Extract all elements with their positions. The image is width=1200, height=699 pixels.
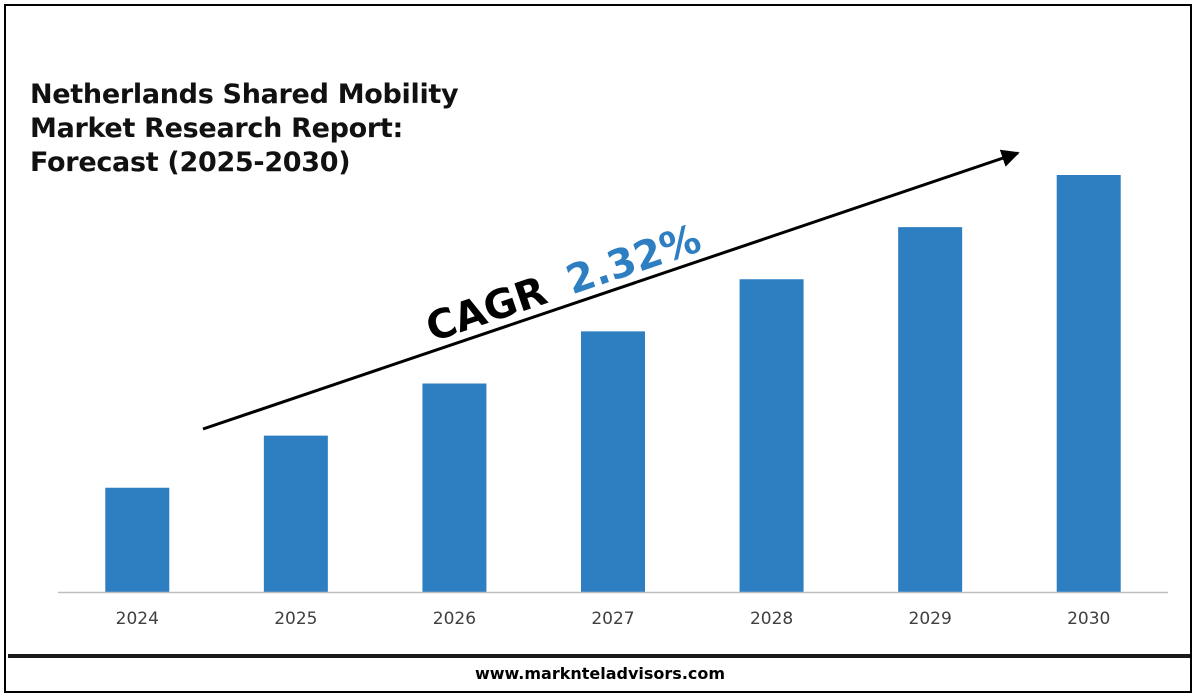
trend-arrow <box>202 149 1020 431</box>
bar-2025 <box>263 435 328 592</box>
x-tick-label-2030: 2030 <box>1067 609 1110 629</box>
bar-2027 <box>581 331 645 592</box>
footer-url: www.marknteladvisors.com <box>474 664 726 683</box>
bars-group <box>105 175 1121 592</box>
bar-2030 <box>1056 175 1121 592</box>
x-tick-label-2026: 2026 <box>433 609 476 629</box>
chart-title: Netherlands Shared Mobility Market Resea… <box>30 79 459 178</box>
bar-2026 <box>422 383 487 592</box>
cagr-prefix: CAGR <box>420 268 552 351</box>
x-tick-label-2029: 2029 <box>909 609 952 629</box>
bar-chart: 2024 2025 2026 2027 2028 2029 2030 CAGR 2.32% <box>58 149 1168 629</box>
x-tick-label-2027: 2027 <box>591 609 634 629</box>
x-tick-label-2025: 2025 <box>274 609 317 629</box>
x-tick-label-2028: 2028 <box>750 609 793 629</box>
bar-2024 <box>105 487 170 592</box>
cagr-annotation: CAGR 2.32% <box>420 216 706 352</box>
x-tick-labels: 2024 2025 2026 2027 2028 2029 2030 <box>116 609 1111 629</box>
bar-2028 <box>739 279 804 592</box>
x-tick-label-2024: 2024 <box>116 609 159 629</box>
footer-divider <box>8 654 1190 658</box>
bar-2029 <box>898 227 963 592</box>
cagr-value: 2.32% <box>561 216 707 304</box>
